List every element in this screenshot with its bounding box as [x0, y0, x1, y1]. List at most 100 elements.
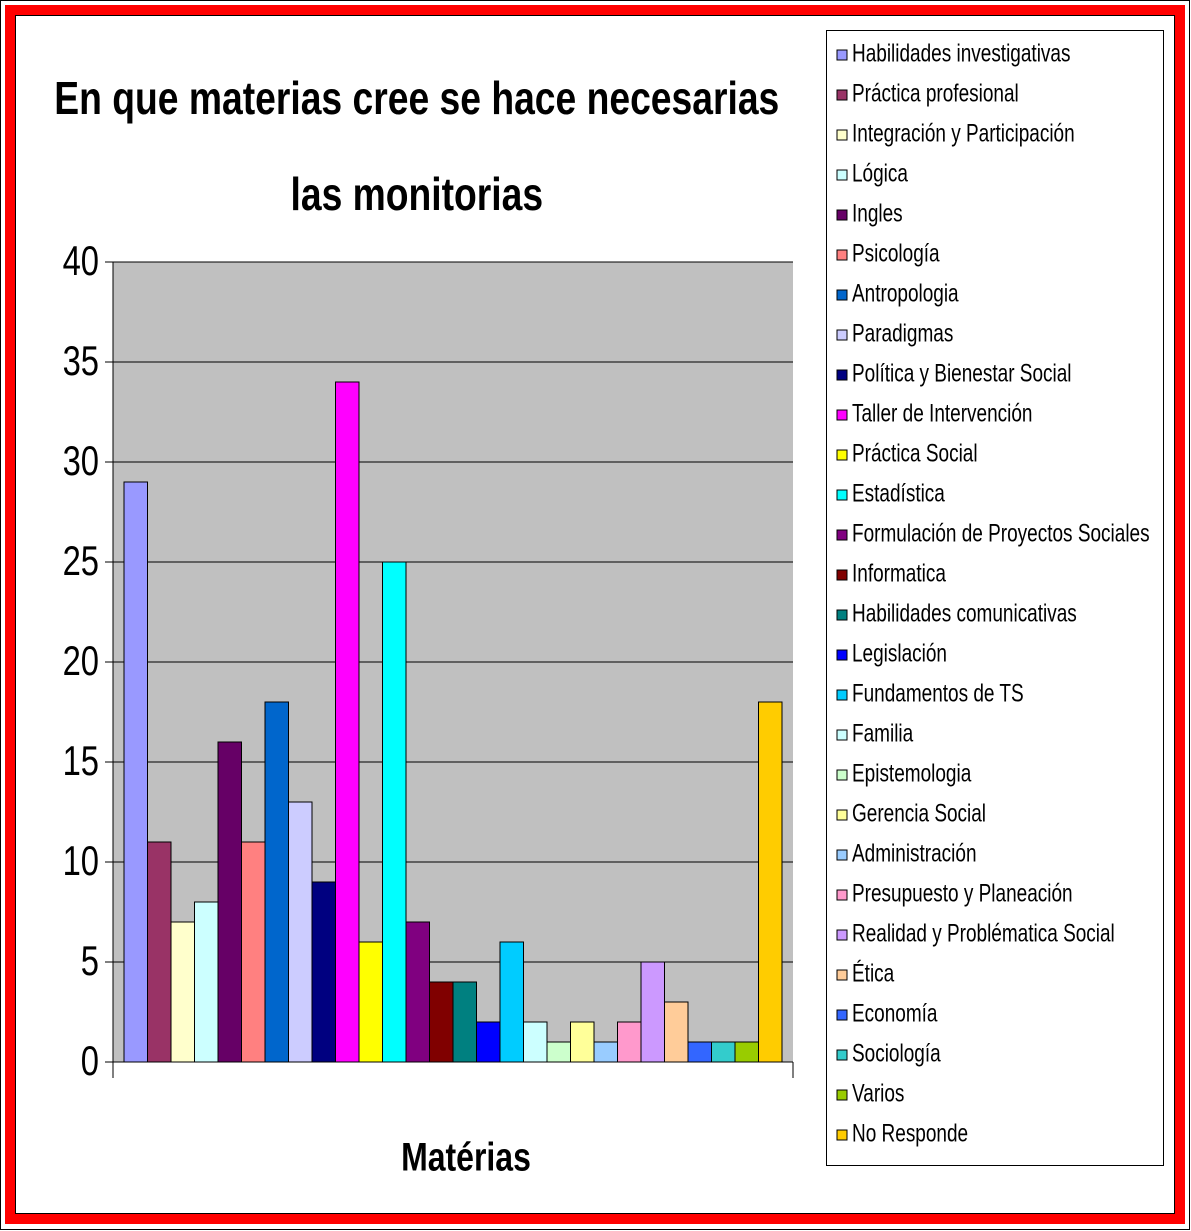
- legend-label: Realidad y Problématica Social: [852, 919, 1115, 947]
- legend-swatch: [836, 129, 848, 141]
- legend-swatch: [836, 249, 848, 261]
- bar: [382, 561, 407, 1063]
- bar: [546, 1041, 571, 1063]
- bar: [123, 481, 148, 1063]
- legend-swatch: [836, 49, 848, 61]
- legend-swatch: [836, 609, 848, 621]
- legend-swatch: [836, 1049, 848, 1061]
- legend-swatch: [836, 1089, 848, 1101]
- bar: [358, 941, 383, 1063]
- legend-label: Ingles: [852, 199, 903, 227]
- bar: [217, 741, 242, 1063]
- legend-label: Sociología: [852, 1039, 941, 1067]
- legend-swatch: [836, 329, 848, 341]
- bar: [147, 841, 172, 1063]
- bar: [476, 1021, 501, 1063]
- legend-label: Lógica: [852, 159, 909, 187]
- legend-swatch: [836, 1009, 848, 1021]
- bar: [523, 1021, 548, 1063]
- legend-swatch: [836, 849, 848, 861]
- legend-swatch: [836, 89, 848, 101]
- bar: [499, 941, 524, 1063]
- red-frame: [5, 5, 1185, 1224]
- bar: [687, 1041, 712, 1063]
- legend-label: Legislación: [852, 639, 947, 667]
- legend-label: Taller de Intervención: [852, 399, 1032, 427]
- y-tick-label: 5: [81, 937, 99, 984]
- legend-label: Presupuesto y Planeación: [852, 879, 1073, 907]
- legend-swatch: [836, 809, 848, 821]
- y-tick-label: 30: [63, 437, 99, 484]
- bar: [664, 1001, 689, 1063]
- bar: [241, 841, 266, 1063]
- legend-box: [826, 30, 1164, 1166]
- legend-swatch: [836, 729, 848, 741]
- bar: [405, 921, 430, 1063]
- legend-swatch: [836, 369, 848, 381]
- bar: [593, 1041, 618, 1063]
- bar: [429, 981, 454, 1063]
- legend-label: No Responde: [852, 1119, 968, 1147]
- bar: [711, 1041, 736, 1063]
- bar: [734, 1041, 759, 1063]
- bar: [194, 901, 219, 1063]
- bar: [617, 1021, 642, 1063]
- y-tick-label: 20: [63, 637, 99, 684]
- bar: [170, 921, 195, 1063]
- legend-swatch: [836, 169, 848, 181]
- legend-label: Familia: [852, 719, 914, 747]
- chart-title: En que materias cree se hace necesarias …: [54, 72, 780, 220]
- bar: [288, 801, 313, 1063]
- legend-swatch: [836, 969, 848, 981]
- legend-swatch: [836, 289, 848, 301]
- legend-swatch: [836, 409, 848, 421]
- bar: [452, 981, 477, 1063]
- bar: [311, 881, 336, 1063]
- legend-label: Gerencia Social: [852, 799, 986, 827]
- legend-swatch: [836, 1129, 848, 1141]
- bar: [758, 701, 783, 1063]
- legend-label: Informatica: [852, 559, 946, 587]
- legend-swatch: [836, 529, 848, 541]
- bar: [570, 1021, 595, 1063]
- legend-label: Fundamentos de TS: [852, 679, 1024, 707]
- legend-swatch: [836, 489, 848, 501]
- x-axis-title: Matérias: [401, 1134, 531, 1179]
- legend-swatch: [836, 929, 848, 941]
- y-tick-label: 15: [63, 737, 99, 784]
- y-tick-label: 25: [63, 537, 99, 584]
- legend-label: Antropologia: [852, 279, 959, 307]
- inner-border: [15, 15, 1175, 1214]
- y-tick-label: 40: [63, 237, 99, 284]
- y-tick-label: 0: [81, 1037, 99, 1084]
- bar: [335, 381, 360, 1063]
- legend-swatch: [836, 569, 848, 581]
- legend-label: Habilidades investigativas: [852, 39, 1070, 67]
- legend-label: Estadística: [852, 479, 945, 507]
- y-tick-label: 35: [63, 337, 99, 384]
- legend-swatch: [836, 889, 848, 901]
- legend-label: Psicología: [852, 239, 940, 267]
- legend-label: Economía: [852, 999, 938, 1027]
- y-tick-label: 10: [63, 837, 99, 884]
- legend-label: Integración y Participación: [852, 119, 1075, 147]
- legend-swatch: [836, 209, 848, 221]
- bar: [264, 701, 289, 1063]
- legend-swatch: [836, 449, 848, 461]
- legend-label: Práctica profesional: [852, 79, 1019, 107]
- legend-label: Política y Bienestar Social: [852, 359, 1072, 387]
- legend-label: Epistemologia: [852, 759, 972, 787]
- legend-label: Varios: [852, 1079, 904, 1107]
- legend-swatch: [836, 649, 848, 661]
- legend-label: Práctica Social: [852, 439, 978, 467]
- bar: [640, 961, 665, 1063]
- legend-swatch: [836, 689, 848, 701]
- legend-swatch: [836, 769, 848, 781]
- legend-label: Habilidades comunicativas: [852, 599, 1077, 627]
- legend-label: Administración: [852, 839, 977, 867]
- legend-label: Ética: [852, 959, 895, 987]
- legend-label: Formulación de Proyectos Sociales: [852, 519, 1150, 547]
